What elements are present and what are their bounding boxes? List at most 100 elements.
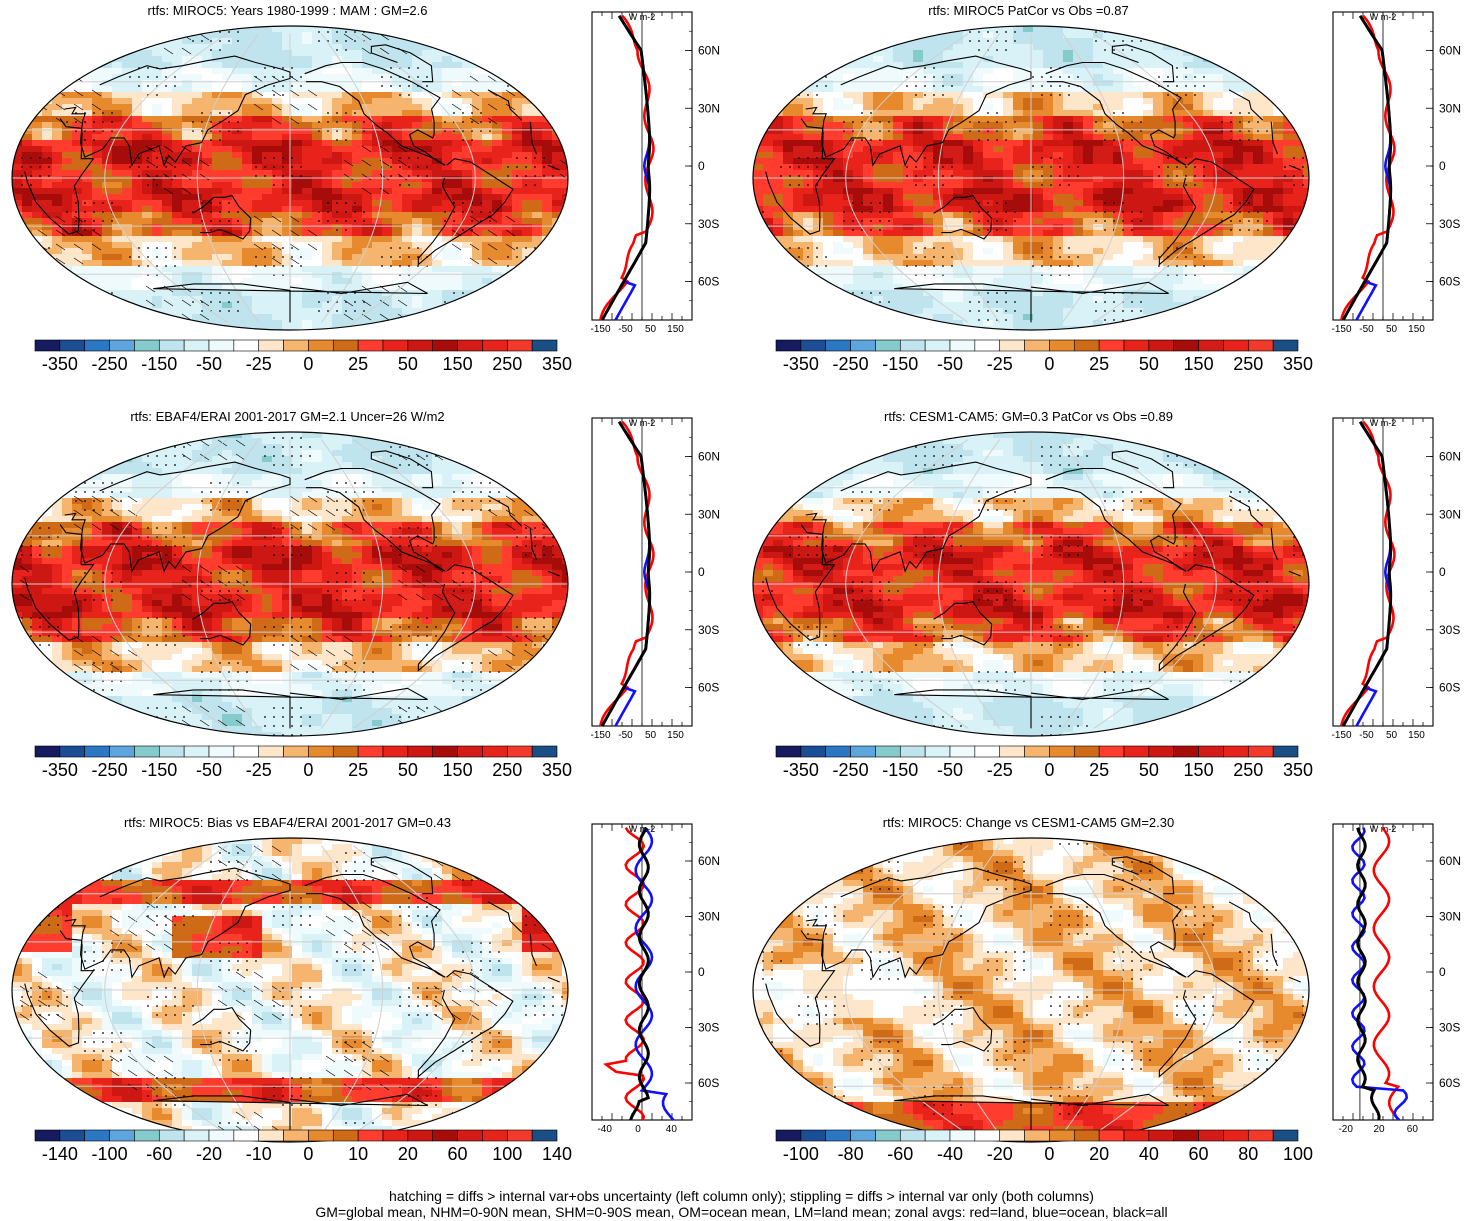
- colorbar-swatch: [1272, 339, 1299, 352]
- map-border: [752, 837, 1310, 1143]
- colorbar-swatch: [1073, 339, 1100, 352]
- continent-outlines: [765, 450, 1301, 729]
- colorbar-swatch: [1223, 339, 1249, 352]
- zonal-x-label: -50: [618, 324, 633, 335]
- colorbar-swatch: [899, 1129, 926, 1142]
- continent-north-america: [304, 467, 446, 572]
- zonal-lat-label: 0: [1439, 565, 1446, 579]
- colorbar-tick-label: 20: [1089, 1144, 1109, 1164]
- zonal-lat-label: 60N: [698, 450, 720, 464]
- colorbar-tick-label: 0: [303, 354, 313, 374]
- zonal-lat-label: 0: [1439, 159, 1446, 173]
- zonal-mean-plot: W m-2 60N 30N 0 30S 60S -150 -50 50 150: [1331, 11, 1461, 335]
- zonal-units: W m-2: [1370, 12, 1397, 22]
- colorbar-swatch: [850, 339, 876, 352]
- colorbar-swatch: [800, 1129, 827, 1142]
- continent-greenland: [370, 856, 434, 895]
- colorbar-tick-label: 350: [1283, 354, 1313, 374]
- zonal-lat-label: 60N: [1439, 44, 1461, 58]
- colorbar-swatch: [59, 745, 86, 758]
- colorbar-tick-label: 350: [1283, 760, 1313, 780]
- colorbar-swatch: [1123, 1129, 1150, 1142]
- colorbar-swatch: [1123, 339, 1150, 352]
- colorbar-tick-label: 25: [1089, 354, 1109, 374]
- continent-north-america: [304, 61, 446, 166]
- colorbar-swatch: [183, 1129, 210, 1142]
- zonal-lat-label: 60S: [1439, 275, 1460, 289]
- colorbar: -350 -250 -150 -50 -25 0 25 50 150 250 350: [34, 339, 572, 374]
- colorbar-swatch: [407, 745, 434, 758]
- continent-south-america: [1158, 158, 1255, 266]
- colorbar: -350 -250 -150 -50 -25 0 25 50 150 250 350: [34, 745, 572, 780]
- zonal-lat-label: 60N: [1439, 854, 1461, 868]
- colorbar-swatch: [183, 745, 210, 758]
- zonal-curve-ocean: [1350, 827, 1409, 1121]
- colorbar-swatch: [1173, 745, 1199, 758]
- colorbar-swatch: [158, 745, 185, 758]
- zonal-lat-label: 30S: [1439, 623, 1460, 637]
- colorbar-swatch: [59, 1129, 86, 1142]
- colorbar-tick-label: -140: [42, 1144, 78, 1164]
- colorbar-swatch: [875, 339, 901, 352]
- colorbar-tick-label: -20: [196, 1144, 222, 1164]
- colorbar-tick-label: 350: [542, 354, 572, 374]
- continent-south-america: [417, 564, 514, 672]
- zonal-x-label: -50: [618, 730, 633, 741]
- zonal-lat-label: 60S: [1439, 1076, 1460, 1090]
- colorbar-swatch: [109, 339, 135, 352]
- colorbar-tick-label: -40: [937, 1144, 963, 1164]
- zonal-lat-label: 30S: [1439, 217, 1460, 231]
- caption-line-2: GM=global mean, NHM=0-90N mean, SHM=0-90…: [0, 1204, 1483, 1220]
- colorbar-swatch: [233, 745, 260, 758]
- colorbar-swatch: [84, 1129, 110, 1142]
- continent-eurasia: [805, 461, 1264, 573]
- colorbar-swatch: [308, 745, 334, 758]
- graticule: [12, 439, 568, 729]
- colorbar-swatch: [208, 1129, 235, 1142]
- colorbar-swatch: [258, 339, 284, 352]
- colorbar-swatch: [1024, 339, 1050, 352]
- zonal-lat-label: 0: [698, 965, 705, 979]
- colorbar-swatch: [1148, 745, 1175, 758]
- colorbar-swatch: [308, 1129, 334, 1142]
- graticule: [12, 33, 568, 323]
- zonal-curve-all: [629, 826, 651, 1121]
- colorbar-tick-label: -150: [141, 354, 177, 374]
- colorbar-swatch: [531, 339, 558, 352]
- zonal-curve-all: [600, 15, 652, 321]
- colorbar-swatch: [974, 339, 1001, 352]
- colorbar-swatch: [34, 339, 61, 352]
- colorbar-swatch: [1024, 745, 1050, 758]
- map-border: [11, 25, 569, 331]
- colorbar-swatch: [407, 1129, 434, 1142]
- zonal-x-label: 50: [645, 730, 657, 741]
- zonal-lat-label: 60N: [698, 44, 720, 58]
- colorbar-swatch: [233, 339, 260, 352]
- colorbar-tick-label: 50: [1139, 760, 1159, 780]
- zonal-lat-label: 60S: [698, 1076, 719, 1090]
- continent-australia: [933, 194, 993, 240]
- colorbar-swatch: [258, 1129, 284, 1142]
- colorbar-swatch: [1148, 1129, 1175, 1142]
- colorbar-swatch: [506, 339, 533, 352]
- continent-eurasia: [64, 867, 523, 979]
- zonal-curve-all: [600, 421, 652, 727]
- continent-australia: [933, 1006, 993, 1052]
- colorbar-tick-label: 150: [443, 760, 473, 780]
- map-border: [752, 25, 1310, 331]
- colorbar-swatch: [1098, 745, 1125, 758]
- zonal-units: W m-2: [629, 418, 656, 428]
- colorbar-tick-label: -50: [196, 354, 222, 374]
- colorbar-swatch: [332, 339, 359, 352]
- colorbar-tick-label: 250: [1233, 354, 1263, 374]
- colorbar-swatch: [825, 1129, 851, 1142]
- colorbar: -140 -100 -60 -20 -10 0 10 20 60 100 140: [34, 1129, 572, 1164]
- colorbar-swatch: [208, 339, 235, 352]
- colorbar-tick-label: -150: [882, 760, 918, 780]
- colorbar-swatch: [382, 1129, 409, 1142]
- colorbar-swatch: [109, 745, 135, 758]
- colorbar-swatch: [924, 1129, 951, 1142]
- zonal-mean-plot: W m-2 60N 30N 0 30S 60S -150 -50 50 150: [590, 417, 720, 741]
